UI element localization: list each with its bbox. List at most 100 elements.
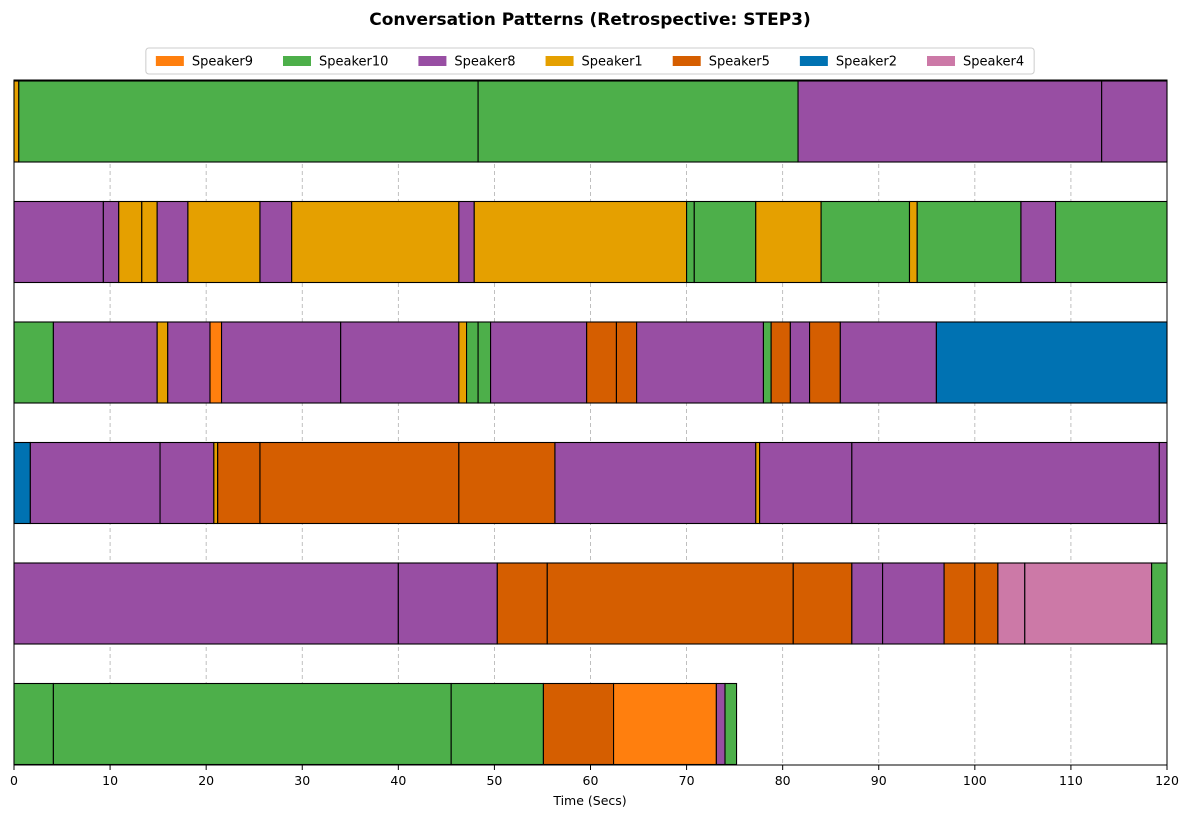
segment-speaker1 <box>141 200 158 284</box>
legend-swatch <box>672 56 701 66</box>
legend-item-speaker10: Speaker10 <box>282 55 388 70</box>
segment-speaker10 <box>820 200 911 284</box>
segment-speaker10 <box>916 200 1022 284</box>
x-axis: 0 10 20 30 40 50 60 70 80 90 100 110 120 <box>10 79 1179 788</box>
x-tick-label: 90 <box>871 773 887 788</box>
segment-speaker10 <box>466 321 479 404</box>
segment-speaker1 <box>755 200 822 284</box>
segment-speaker10 <box>477 80 799 163</box>
segment-speaker5 <box>496 562 548 645</box>
segment-speaker8 <box>102 200 120 284</box>
legend-item-speaker5: Speaker5 <box>672 55 770 70</box>
segment-speaker5 <box>542 682 615 766</box>
legend-label: Speaker2 <box>836 55 897 70</box>
segment-speaker1 <box>458 321 468 404</box>
segment-speaker8 <box>851 562 884 645</box>
segment-speaker5 <box>792 562 853 645</box>
segment-speaker8 <box>159 441 215 525</box>
x-tick-label: 50 <box>486 773 502 788</box>
segment-speaker5 <box>217 441 261 525</box>
segment-speaker8 <box>156 200 189 284</box>
x-tick-label: 110 <box>1059 773 1083 788</box>
chart-title: Conversation Patterns (Retrospective: ST… <box>369 10 811 30</box>
segment-speaker9 <box>613 682 717 766</box>
x-gridlines <box>13 80 1168 765</box>
segment-speaker5 <box>259 441 460 525</box>
segment-speaker10 <box>1151 562 1168 645</box>
segment-speaker8 <box>839 321 937 404</box>
segment-speaker9 <box>209 321 223 404</box>
segment-speaker8 <box>1020 200 1057 284</box>
legend-item-speaker2: Speaker2 <box>799 55 897 70</box>
segment-speaker1 <box>291 200 460 284</box>
segment-speaker2 <box>935 321 1168 404</box>
segment-speaker10 <box>693 200 757 284</box>
timeline-row-3 <box>13 321 1168 404</box>
segment-speaker1 <box>473 200 688 284</box>
legend-label: Speaker1 <box>582 55 643 70</box>
segment-speaker10 <box>13 682 54 766</box>
x-axis-label: Time (Secs) <box>552 793 626 808</box>
segment-speaker8 <box>759 441 853 525</box>
timeline-row-6 <box>13 682 738 766</box>
legend-label: Speaker8 <box>454 55 515 70</box>
x-tick-label: 70 <box>679 773 695 788</box>
segment-speaker8 <box>259 200 293 284</box>
segment-speaker8 <box>220 321 342 404</box>
segment-speaker8 <box>397 562 498 645</box>
x-tick-label: 40 <box>390 773 406 788</box>
segment-speaker8 <box>789 321 811 404</box>
segment-speaker8 <box>13 562 399 645</box>
legend-item-speaker9: Speaker9 <box>155 55 253 70</box>
timeline-row-1 <box>13 80 1168 163</box>
segment-speaker1 <box>213 441 219 525</box>
legend-label: Speaker9 <box>192 55 253 70</box>
segment-speaker10 <box>724 682 738 766</box>
segment-speaker4 <box>1024 562 1153 645</box>
segment-speaker1 <box>908 200 918 284</box>
x-tick-label: 20 <box>198 773 214 788</box>
segment-speaker5 <box>458 441 556 525</box>
segment-speaker1 <box>13 80 20 163</box>
segment-speaker8 <box>1101 80 1168 163</box>
x-tick-label: 60 <box>583 773 599 788</box>
segment-speaker5 <box>809 321 841 404</box>
x-tick-label: 120 <box>1155 773 1179 788</box>
segment-speaker8 <box>554 441 757 525</box>
segment-speaker5 <box>615 321 638 404</box>
x-tick-label: 0 <box>10 773 18 788</box>
segment-speaker10 <box>1054 200 1168 284</box>
segment-speaker4 <box>997 562 1026 645</box>
legend-swatch <box>155 56 184 66</box>
segment-speaker8 <box>715 682 726 766</box>
legend-swatch <box>282 56 311 66</box>
legend-swatch <box>799 56 828 66</box>
segment-speaker1 <box>118 200 143 284</box>
segment-speaker8 <box>490 321 588 404</box>
speaker-segments <box>13 80 1168 766</box>
legend-label: Speaker4 <box>963 55 1024 70</box>
segment-speaker8 <box>167 321 211 404</box>
segment-speaker10 <box>686 200 695 284</box>
segment-speaker8 <box>882 562 945 645</box>
segment-speaker8 <box>458 200 475 284</box>
segment-speaker5 <box>546 562 794 645</box>
segment-speaker10 <box>52 682 452 766</box>
legend-item-speaker8: Speaker8 <box>418 55 516 70</box>
segment-speaker8 <box>29 441 161 525</box>
segment-speaker10 <box>18 80 479 163</box>
segment-speaker10 <box>450 682 544 766</box>
legend: Speaker9 Speaker10 Speaker8 Speaker1 Speaker… <box>145 47 1035 75</box>
segment-speaker8 <box>340 321 460 404</box>
x-tick-label: 100 <box>963 773 987 788</box>
x-tick-label: 10 <box>102 773 118 788</box>
legend-label: Speaker10 <box>319 55 388 70</box>
segment-speaker8 <box>52 321 158 404</box>
legend-item-speaker4: Speaker4 <box>927 55 1024 70</box>
segment-speaker8 <box>13 200 104 284</box>
segment-speaker10 <box>762 321 772 404</box>
segment-speaker5 <box>943 562 976 645</box>
segment-speaker1 <box>755 441 761 525</box>
segment-speaker5 <box>770 321 791 404</box>
